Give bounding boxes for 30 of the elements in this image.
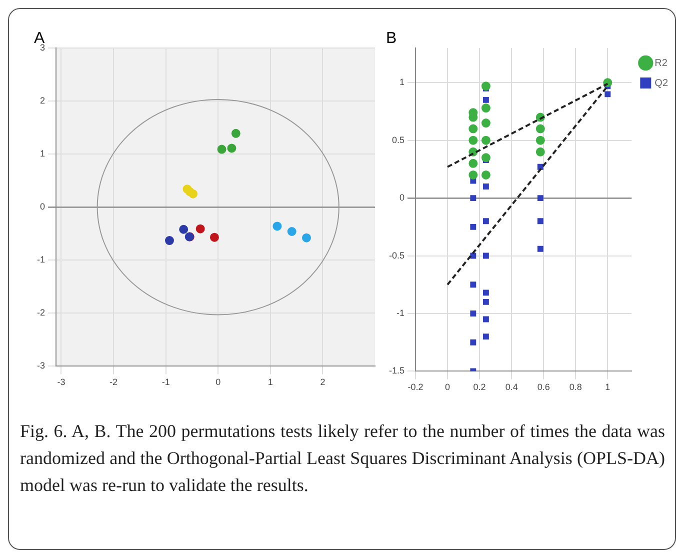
legend-label: R2 [654,58,668,69]
y-tick-label: -3 [36,360,45,371]
x-tick-label: 2 [320,377,326,388]
caption: Fig. 6. A, B. The 200 permutations tests likely refer to the number of times the data was randomized and the Orthogonal-Partial Least Squares Discriminant Analysis (OPLS-DA) model was re-run to validate the results. [20,420,665,497]
y-tick-label: -1 [36,254,45,265]
y-tick-label: 1 [40,148,45,159]
y-tick-label: -2 [36,308,45,318]
x-tick-label: 1 [268,377,273,388]
y-tick-label: -0.5 [388,250,405,260]
x-tick-label: 1 [605,382,610,392]
y-tick-label: 1 [399,77,405,88]
y-tick-label: -1.5 [388,366,405,376]
x-tick-label: 0.4 [505,382,518,392]
x-tick-label: -1 [162,377,170,388]
y-tick-label: 3 [40,42,45,52]
chart-title: B [386,30,397,48]
x-tick-label: 0.2 [473,382,486,392]
y-tick-label: 0.5 [392,134,405,145]
x-tick-label: -0.2 [408,382,424,392]
x-tick-label: -3 [57,377,66,388]
y-tick-label: -1 [396,308,405,318]
x-tick-label: 0.6 [537,382,550,392]
y-tick-label: 0 [40,202,45,212]
y-tick-label: 2 [40,96,45,106]
x-tick-label: 0.8 [569,382,582,392]
x-tick-label: 0 [445,382,450,392]
y-tick-label: 0 [399,192,405,203]
x-tick-label: 0 [216,377,221,388]
legend-label: Q2 [654,78,668,89]
x-tick-label: -2 [110,377,118,388]
